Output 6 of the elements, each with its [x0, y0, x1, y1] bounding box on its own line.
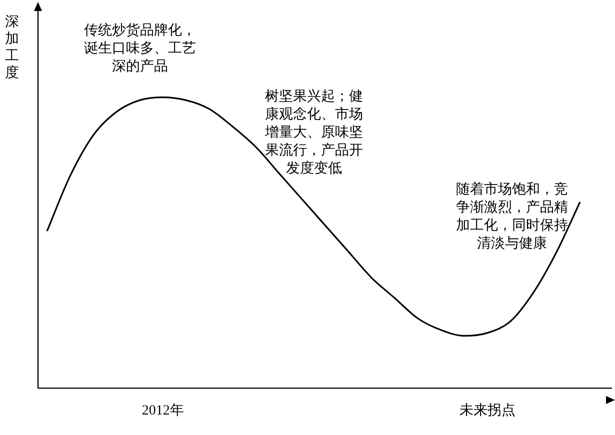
x-tick-label: 2012年 [142, 402, 184, 418]
text: 传统炒货品牌化，诞生口味多、工艺深的产品 [84, 22, 196, 75]
annotation: 随着市场饱和，竞争渐激烈，产品精加工化，同时保持清淡与健康 [456, 182, 568, 252]
y-axis-title: 深加工度 [4, 14, 20, 82]
x-tick-label: 未来拐点 [459, 402, 516, 418]
annotation: 树坚果兴起；健康观念化、市场增量大、原味坚果流行，产品开发度变低 [264, 88, 363, 177]
